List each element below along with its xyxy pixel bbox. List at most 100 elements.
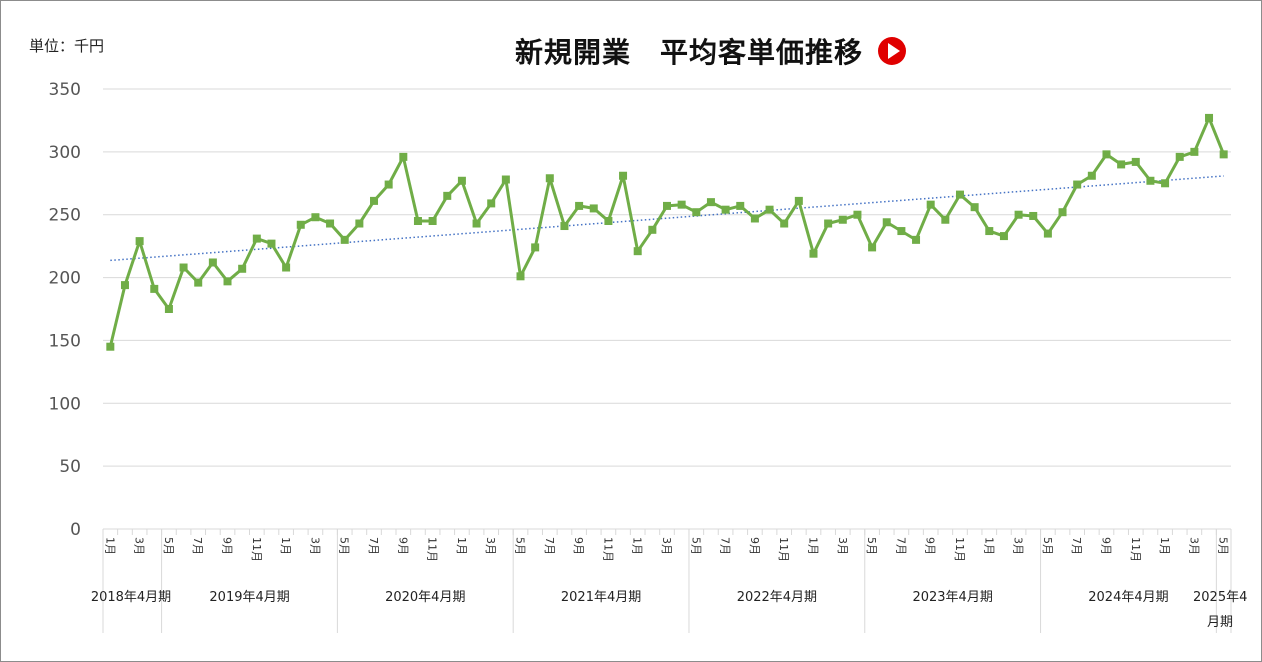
data-point (487, 199, 496, 208)
x-tick-label: 11月 (1129, 537, 1142, 562)
data-point (311, 213, 320, 222)
data-point (399, 152, 408, 161)
x-tick-label: 3月 (484, 537, 497, 555)
data-point (106, 342, 115, 351)
data-point (882, 218, 891, 227)
x-tick-label: 7月 (367, 537, 380, 555)
data-point (589, 204, 598, 213)
data-point (443, 191, 452, 200)
data-point (150, 284, 159, 293)
group-label: 2023年4月期 (912, 590, 992, 605)
x-tick-label: 5月 (338, 537, 351, 555)
data-point (1175, 152, 1184, 161)
data-point (223, 277, 232, 286)
x-tick-label: 3月 (836, 537, 849, 555)
data-point (575, 201, 584, 210)
data-point (135, 237, 144, 246)
data-point (794, 196, 803, 205)
group-label: 2020年4月期 (385, 590, 465, 605)
x-tick-label: 3月 (308, 537, 321, 555)
y-tick-label: 250 (49, 206, 81, 226)
x-tick-label: 7月 (1070, 537, 1083, 555)
data-point (633, 247, 642, 256)
data-point (326, 219, 335, 228)
x-tick-label: 9月 (1099, 537, 1112, 555)
data-point (340, 235, 349, 244)
data-point (252, 234, 261, 243)
x-tick-label: 5月 (1217, 537, 1230, 555)
data-point (194, 278, 203, 287)
x-tick-label: 7月 (543, 537, 556, 555)
data-point (384, 180, 393, 189)
data-point (428, 217, 437, 225)
data-point (560, 222, 569, 231)
data-point (1205, 113, 1214, 122)
data-point (370, 196, 379, 205)
x-tick-label: 7月 (191, 537, 204, 555)
group-label-cont: 月期 (1207, 615, 1233, 630)
data-point (838, 215, 847, 224)
data-point (179, 263, 188, 272)
data-point (1058, 208, 1067, 217)
x-tick-label: 9月 (221, 537, 234, 555)
data-point (1073, 180, 1082, 189)
data-point (809, 249, 818, 258)
x-tick-label: 11月 (601, 537, 614, 562)
data-point (824, 219, 833, 228)
data-point (721, 205, 730, 214)
data-point (765, 205, 774, 214)
x-tick-label: 5月 (1041, 537, 1054, 555)
x-tick-label: 3月 (1187, 537, 1200, 555)
group-label: 2024年4月期 (1088, 590, 1168, 605)
data-point (208, 258, 217, 267)
data-point (355, 219, 364, 228)
data-point (472, 219, 481, 228)
y-tick-label: 200 (49, 269, 81, 289)
data-point (1219, 150, 1228, 159)
data-point (164, 305, 173, 313)
group-label: 2025年4 (1193, 590, 1247, 605)
data-point (296, 220, 305, 229)
x-tick-label: 9月 (396, 537, 409, 555)
x-tick-label: 1月 (806, 537, 819, 555)
data-point (457, 176, 466, 185)
data-point (853, 210, 862, 219)
x-tick-label: 1月 (982, 537, 995, 555)
x-tick-label: 11月 (250, 537, 263, 562)
data-point (1029, 211, 1038, 220)
chart-title: 新規開業 平均客単価推移 (514, 36, 863, 69)
x-tick-label: 7月 (719, 537, 732, 555)
x-tick-label: 9月 (572, 537, 585, 555)
y-tick-label: 0 (70, 520, 81, 540)
data-point (1161, 179, 1170, 188)
x-tick-label: 11月 (426, 537, 439, 562)
data-point (780, 219, 789, 228)
play-icon[interactable] (877, 36, 907, 66)
data-point (1117, 160, 1126, 169)
y-tick-label: 350 (49, 80, 81, 100)
x-tick-label: 1月 (279, 537, 292, 555)
data-point (926, 200, 935, 209)
data-point (999, 232, 1008, 241)
data-point (955, 190, 964, 199)
y-tick-label: 150 (49, 331, 81, 351)
group-label: 2019年4月期 (209, 590, 289, 605)
data-point (706, 198, 715, 207)
group-label: 2021年4月期 (561, 590, 641, 605)
data-point (1146, 176, 1155, 185)
data-point (1043, 229, 1052, 238)
data-point (604, 217, 613, 225)
y-tick-label: 100 (49, 394, 81, 414)
data-point (545, 174, 554, 183)
x-tick-label: 11月 (953, 537, 966, 562)
data-point (516, 272, 525, 281)
data-point (120, 281, 129, 290)
x-tick-label: 9月 (748, 537, 761, 555)
y-tick-label: 50 (59, 457, 81, 477)
data-point (970, 203, 979, 212)
data-point (1087, 171, 1096, 180)
x-tick-label: 7月 (894, 537, 907, 555)
data-point (1014, 210, 1023, 219)
